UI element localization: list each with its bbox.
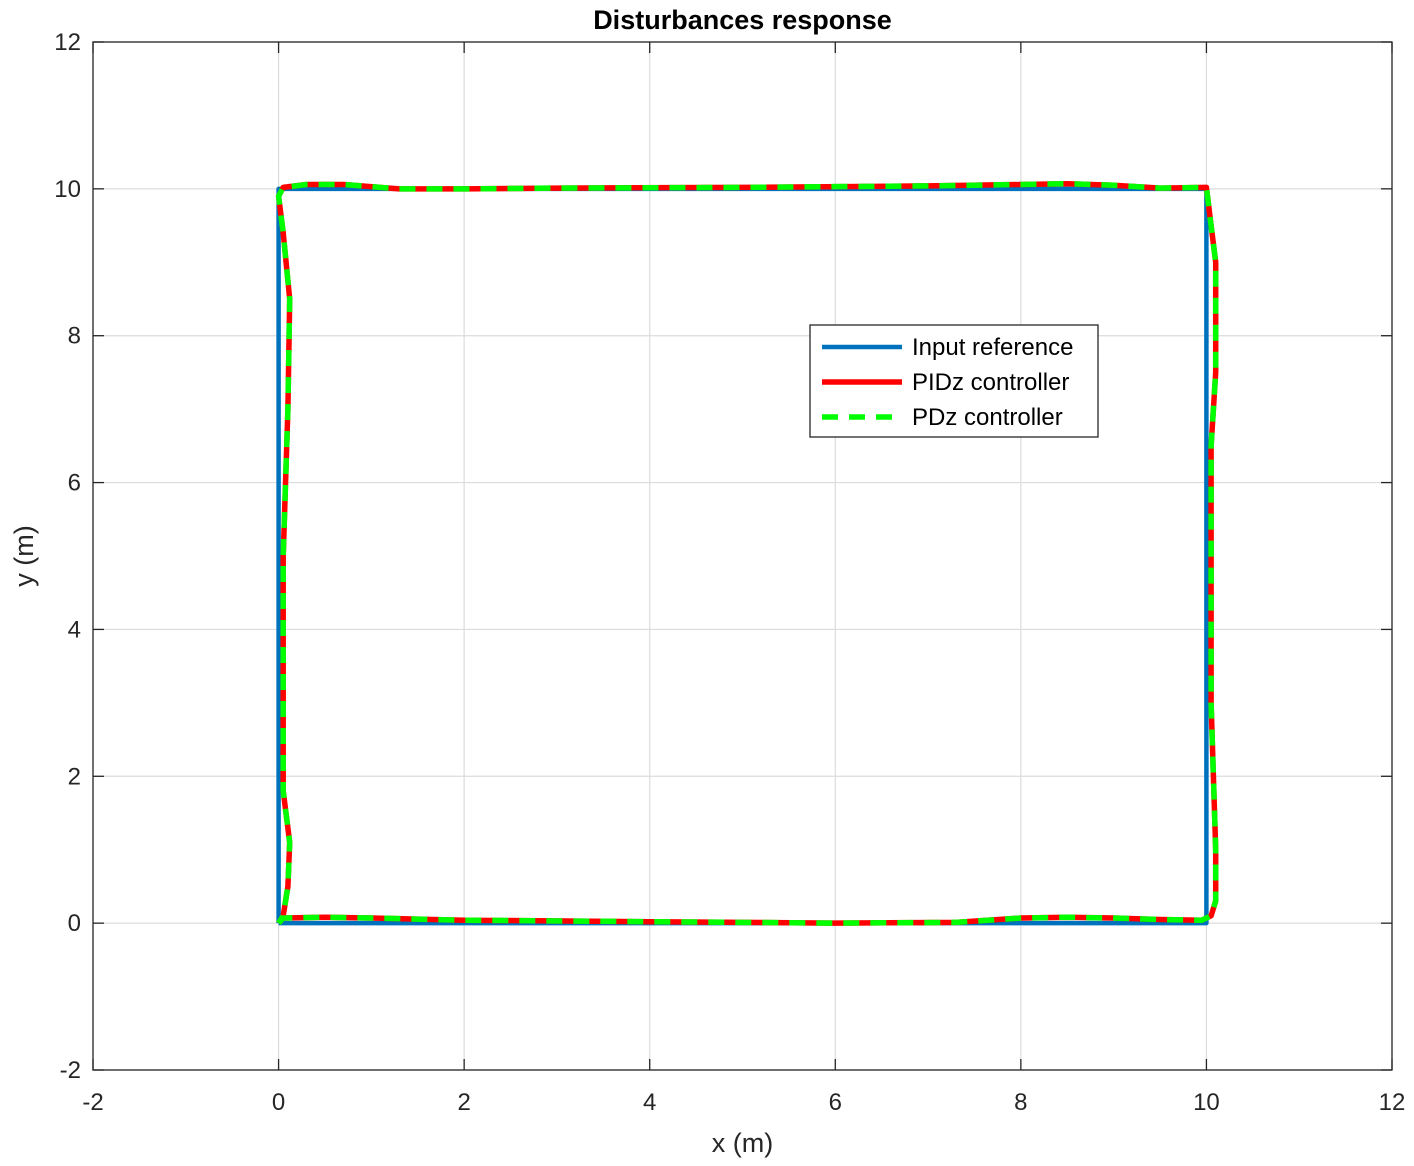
legend-label-3: PDz controller — [912, 404, 1063, 431]
y-tick-label: 6 — [68, 470, 81, 497]
plot-frame — [92, 41, 1393, 1071]
x-tick-label: 6 — [829, 1089, 842, 1116]
x-tick-label: 4 — [643, 1089, 656, 1116]
chart-title: Disturbances response — [593, 5, 892, 35]
y-tick-label: 2 — [68, 763, 81, 790]
x-tick-label: 0 — [272, 1089, 285, 1116]
y-tick-label: 4 — [68, 616, 81, 643]
x-tick-label: -2 — [82, 1089, 103, 1116]
axis-ticks: -2 0 2 4 6 8 10 12 -2 0 2 4 6 8 10 12 — [54, 29, 1405, 1116]
y-tick-label: 12 — [54, 29, 81, 56]
legend-label-2: PIDz controller — [912, 369, 1069, 396]
x-tick-label: 2 — [457, 1089, 470, 1116]
x-tick-label: 12 — [1379, 1089, 1406, 1116]
y-tick-label: 8 — [68, 323, 81, 350]
series-line-1 — [276, 186, 1209, 926]
x-axis-label: x (m) — [712, 1128, 773, 1158]
y-tick-label: 0 — [68, 910, 81, 937]
legend-label-1: Input reference — [912, 334, 1073, 361]
series-line-3 — [275, 180, 1219, 926]
y-tick-label: 10 — [54, 176, 81, 203]
x-tick-label: 8 — [1014, 1089, 1027, 1116]
series-layer — [275, 180, 1219, 926]
grid-lines — [92, 41, 1393, 1071]
y-axis-label: y (m) — [9, 525, 39, 586]
y-tick-label: -2 — [60, 1057, 81, 1084]
series-line-2 — [275, 180, 1219, 926]
legend: Input reference PIDz controller PDz contro… — [809, 324, 1099, 438]
x-tick-label: 10 — [1193, 1089, 1220, 1116]
